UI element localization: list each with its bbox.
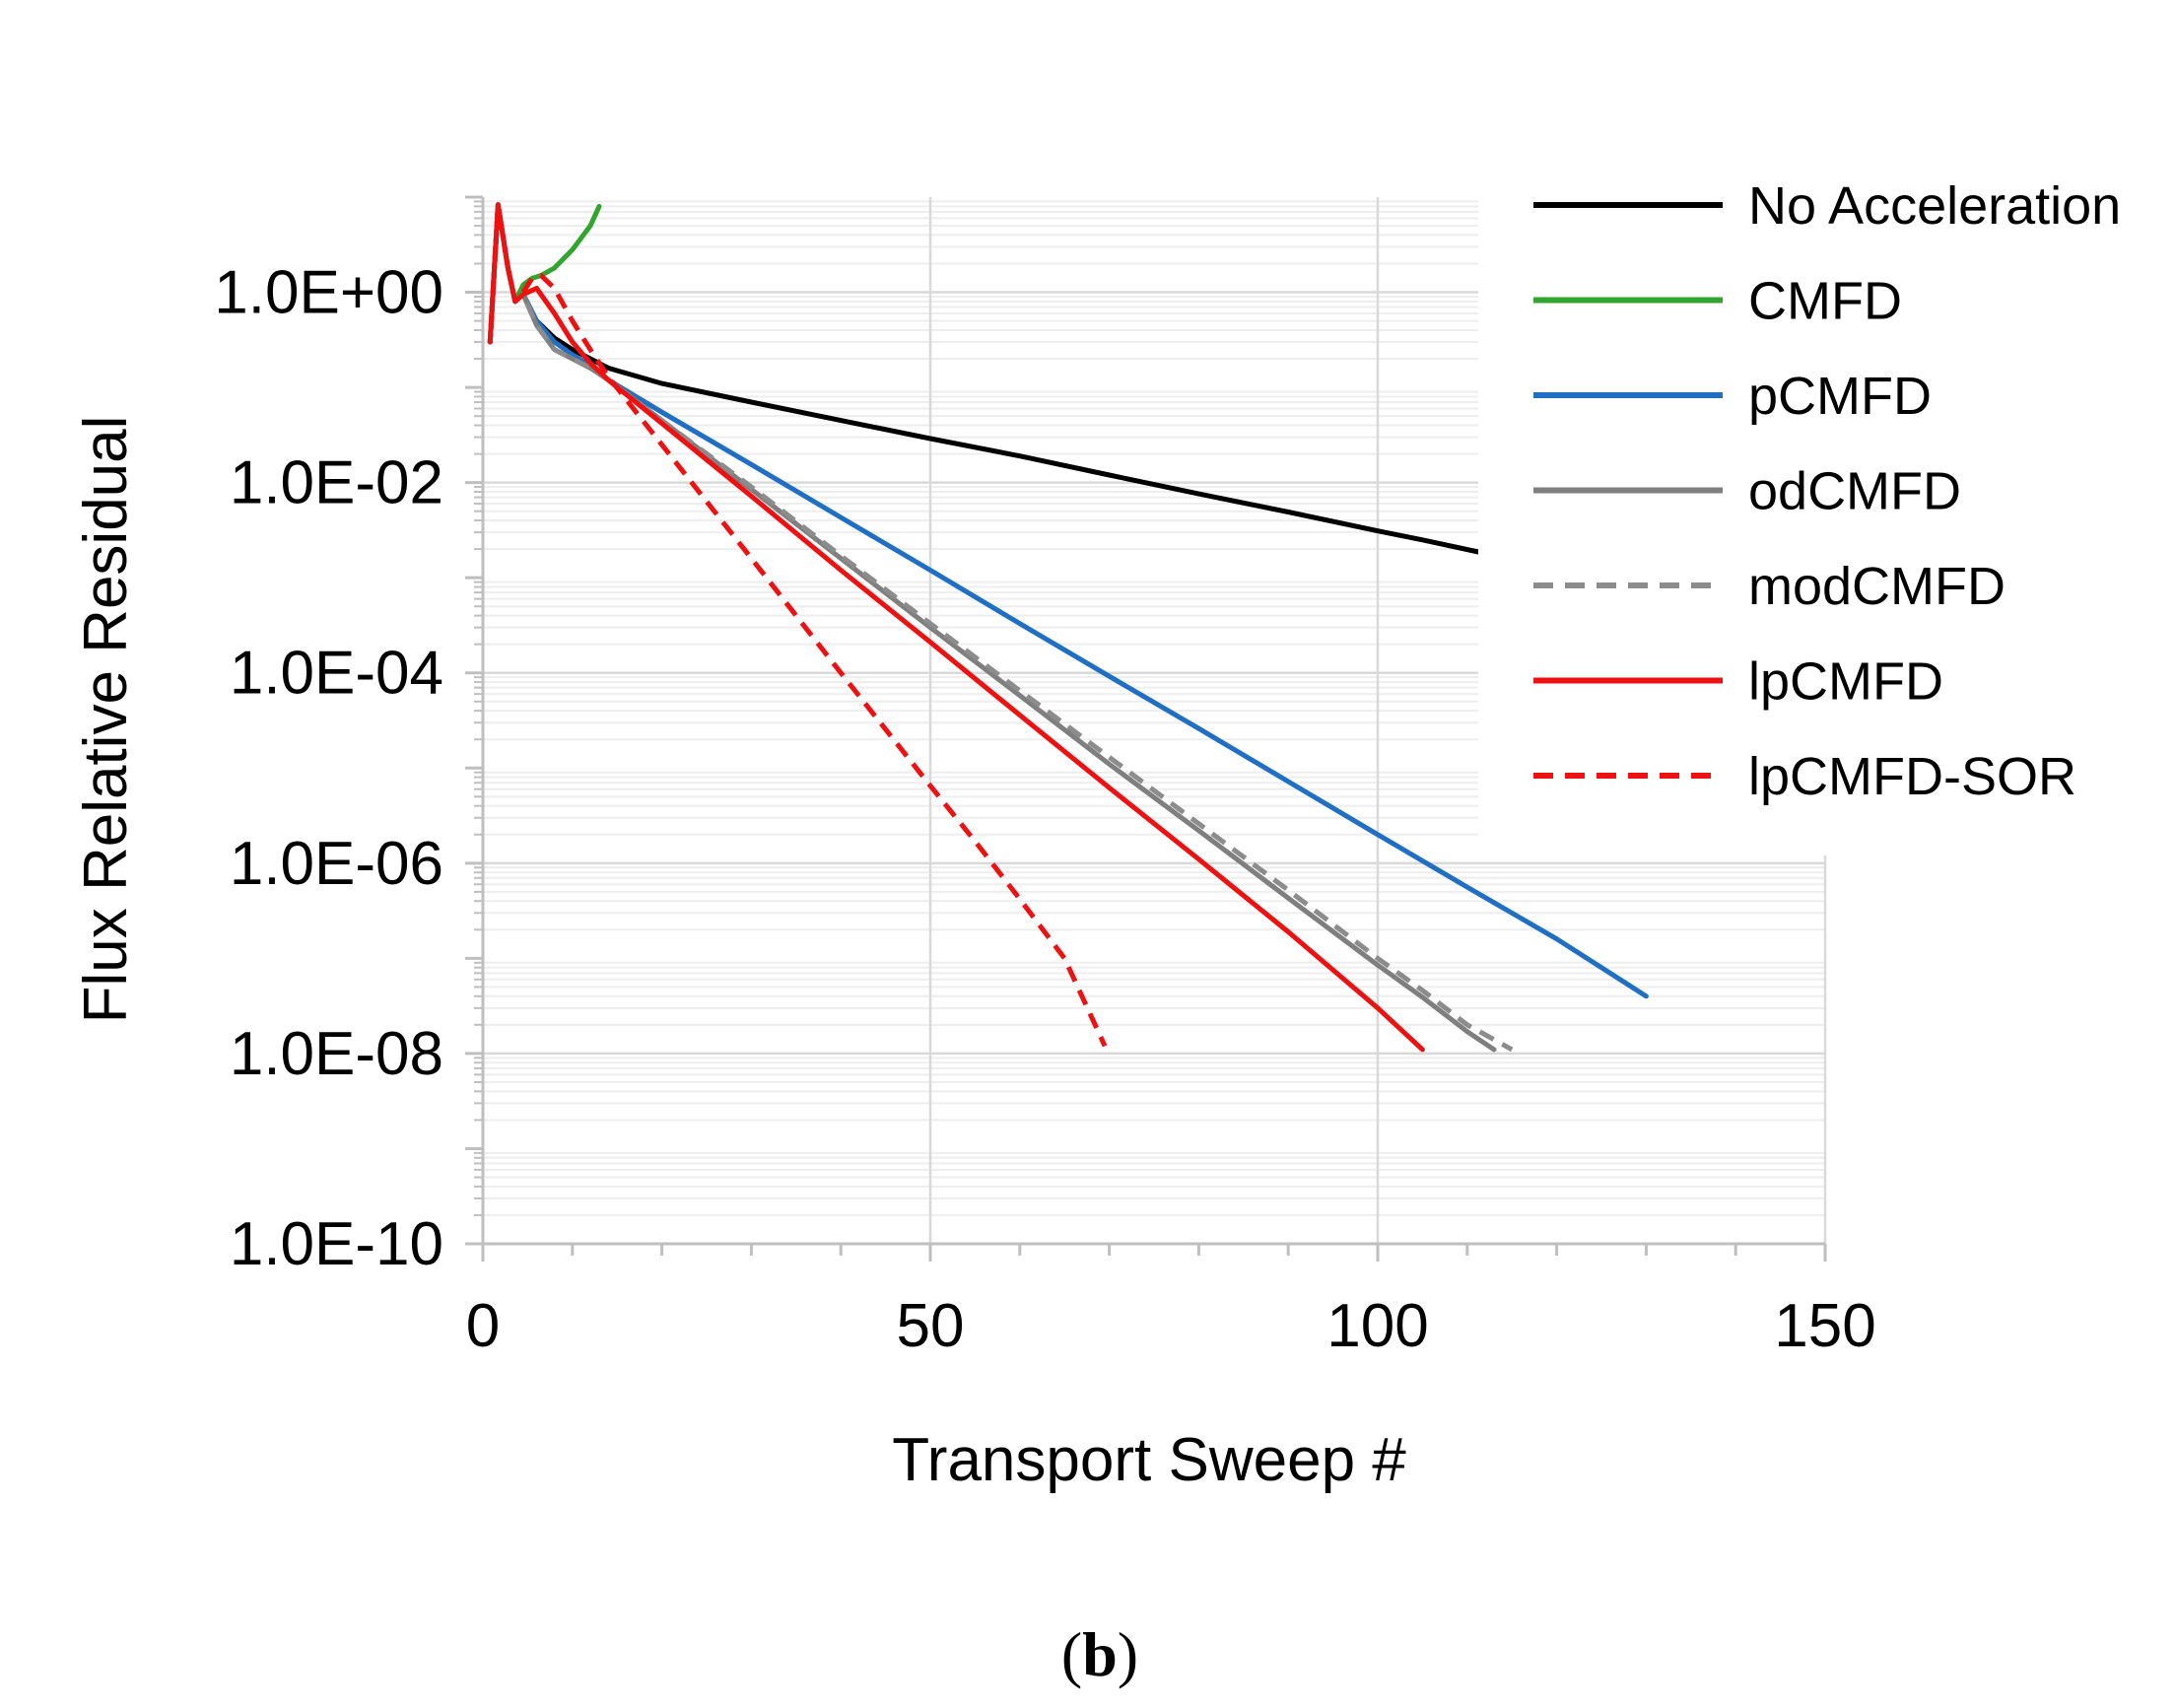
- legend: No Acceleration CMFD pCMFD odCMFD modCMFD lpC…: [1533, 176, 2121, 806]
- x-tick-label: 50: [897, 1292, 965, 1360]
- series-line-lpcmfd: [487, 202, 1425, 1053]
- legend-label-pcmfd: pCMFD: [1748, 367, 1932, 426]
- legend-label-cmfd: CMFD: [1748, 272, 1902, 331]
- panel-label: (b): [1061, 1619, 1138, 1689]
- y-axis-title: Flux Relative Residual: [72, 416, 140, 1024]
- series-lines: [487, 202, 1649, 1053]
- y-tick-label: 1.0E-02: [230, 449, 443, 517]
- y-tick-label: 1.0E-10: [230, 1210, 443, 1278]
- series-line-lpcmfd-sor: [520, 273, 1108, 1048]
- y-tick-label: 1.0E-06: [230, 830, 443, 898]
- legend-label-odcmfd: odCMFD: [1748, 462, 1961, 521]
- axes: [465, 195, 1827, 1262]
- y-tick-label: 1.0E+00: [214, 259, 443, 327]
- y-tick-label: 1.0E-04: [230, 640, 443, 708]
- x-axis-title: Transport Sweep #: [892, 1426, 1406, 1494]
- legend-background: [1478, 175, 2148, 855]
- tick-labels: 1.0E-10 1.0E-08 1.0E-06 1.0E-04 1.0E-02 1.0E+…: [214, 259, 1875, 1360]
- legend-label-lpcmfd: lpCMFD: [1748, 652, 1943, 712]
- legend-label-lpcmfd-sor: lpCMFD-SOR: [1748, 747, 2076, 806]
- panel-label-letter: b: [1082, 1619, 1118, 1689]
- legend-label-no-acceleration: No Acceleration: [1748, 176, 2121, 236]
- x-tick-label: 100: [1326, 1292, 1428, 1360]
- x-tick-label: 0: [466, 1292, 500, 1360]
- x-tick-label: 150: [1774, 1292, 1875, 1360]
- legend-label-modcmfd: modCMFD: [1748, 557, 2006, 616]
- y-tick-label: 1.0E-08: [230, 1020, 443, 1088]
